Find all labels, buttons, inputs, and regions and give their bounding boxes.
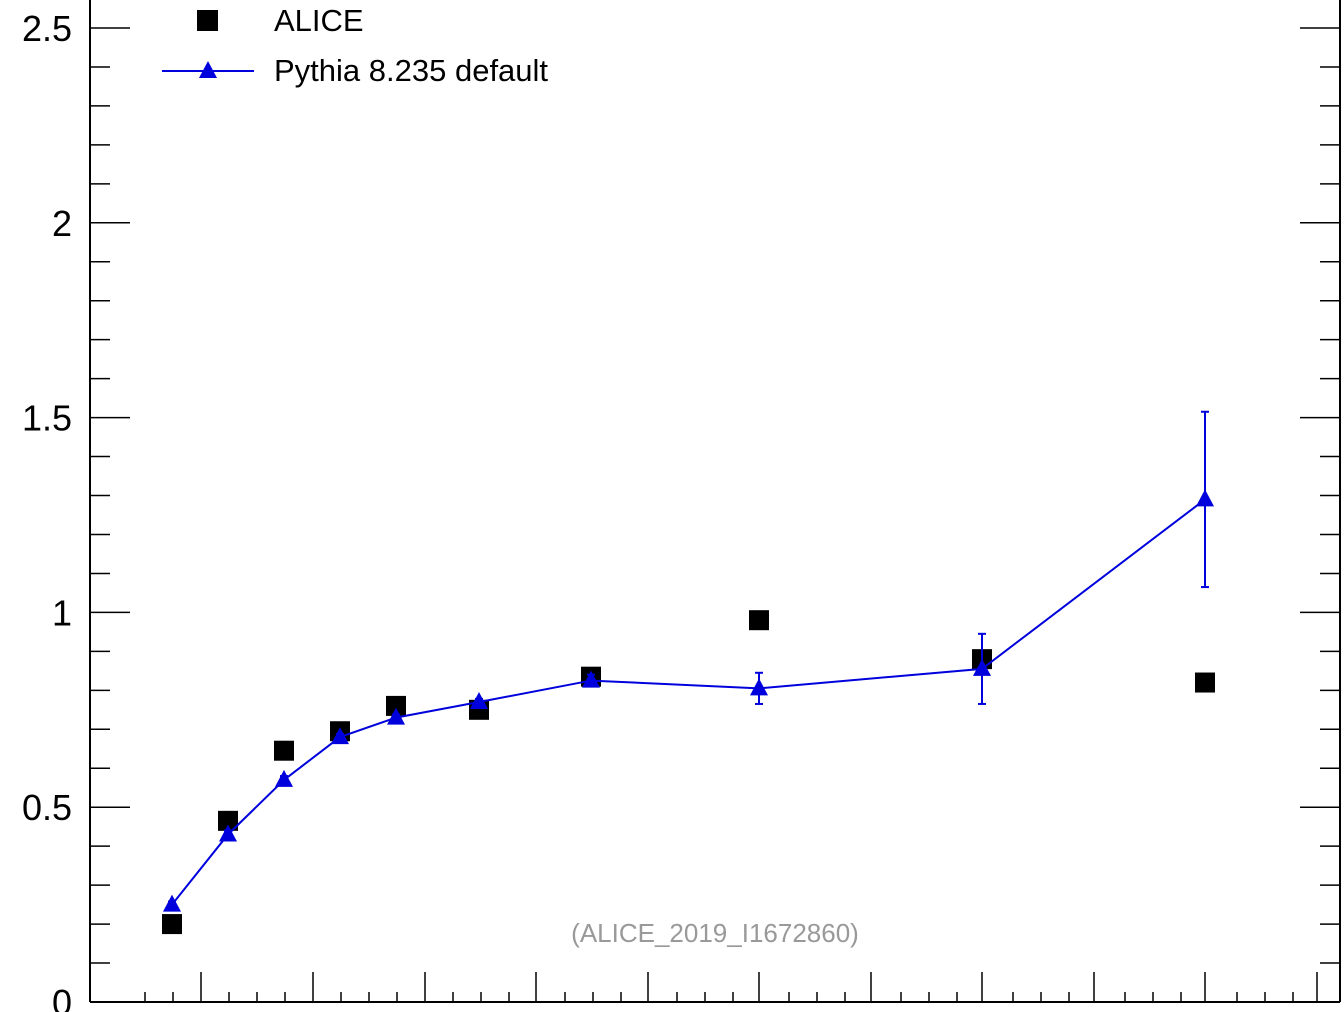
analysis-id-annotation: (ALICE_2019_I1672860) [571,918,859,948]
pythia-data-point [1196,489,1214,507]
y-tick-label: 2 [52,203,72,244]
plot-frame [89,0,1341,1003]
alice-data-point [274,740,294,761]
x-axis-ticks [144,972,1318,1002]
y-tick-label: 1 [52,592,72,633]
pythia-data-point [387,707,405,725]
alice-data-point [1195,672,1215,693]
pythia-data-point [331,727,349,745]
series-pythia [163,410,1214,912]
pythia-data-point [582,670,600,688]
alice-data-point [386,695,406,716]
pythia-data-point [973,658,991,676]
alice-data-point [218,810,238,831]
alice-data-point [162,914,182,935]
y-tick-label: 0.5 [22,787,72,828]
y-tick-label: 2.5 [22,8,72,49]
series-layer [162,410,1215,935]
pythia-data-point [219,824,237,842]
legend-alice-marker [197,10,218,31]
legend-pythia-marker [199,61,217,78]
pythia-data-point [750,678,768,696]
y-tick-label: 1.5 [22,398,72,439]
legend-pythia-label: Pythia 8.235 default [274,53,548,88]
y-axis-ticks [90,27,1340,1003]
legend: ALICE Pythia 8.235 default [162,3,548,88]
y-axis-tick-labels: 0 0.5 1 1.5 2 2.5 [22,8,72,1012]
y-tick-label: 0 [52,982,72,1012]
series-alice [162,610,1215,935]
pythia-data-point [275,769,293,787]
alice-data-point [749,610,769,631]
pythia-data-point [470,692,488,710]
pythia-data-point [163,894,181,912]
pythia-line [171,498,1206,906]
legend-alice-label: ALICE [274,3,364,38]
